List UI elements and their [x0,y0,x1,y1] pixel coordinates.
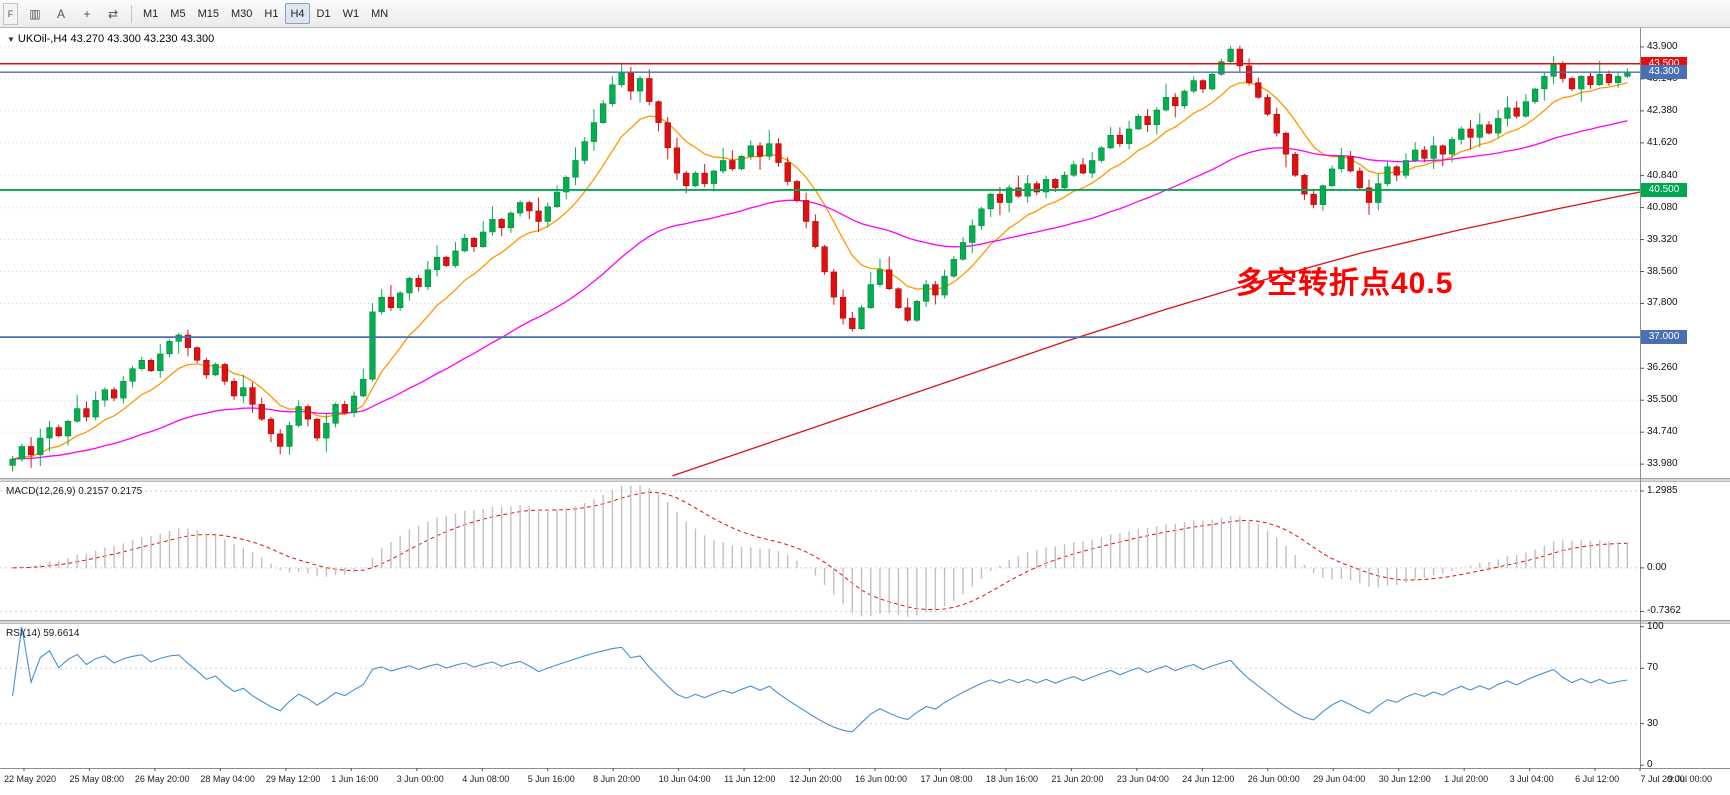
timeframe-button-m1[interactable]: M1 [143,7,159,20]
price-axis[interactable] [1641,28,1729,768]
pane-separator[interactable] [0,478,1730,482]
horizontal-levels [0,62,1640,339]
window-tab[interactable]: F [3,2,18,25]
rsi-pane [0,626,1644,766]
macd-signal-line [12,491,1628,611]
timeframe-button-m15[interactable]: M15 [197,7,219,20]
price-grid [0,46,1644,465]
ma-line-fast [12,82,1628,460]
rsi-line [12,626,1628,733]
timeframe-cycle-icon[interactable]: ⇄ [107,6,119,21]
macd-histogram [21,485,1629,617]
timeframe-button-h4[interactable]: H4 [285,3,310,24]
ma-line-slow [672,191,1641,477]
timeframe-button-m5[interactable]: M5 [170,7,186,20]
timeframe-button-d1[interactable]: D1 [316,7,331,20]
time-axis[interactable] [0,768,1730,795]
macd-pane [0,490,1644,612]
chart-type-icon[interactable]: ▥ [29,6,41,21]
ma-line-medium [12,120,1628,460]
timeframe-button-w1[interactable]: W1 [342,7,360,20]
crosshair-icon[interactable]: + [83,6,91,21]
auto-scroll-button[interactable]: A [56,6,65,21]
timeframe-button-h1[interactable]: H1 [264,7,279,20]
timeframe-button-mn[interactable]: MN [371,7,389,20]
pane-separator[interactable] [0,620,1730,624]
moving-averages [12,82,1641,477]
candles [9,45,1631,472]
toolbar-separator [131,4,132,23]
toolbar: F ▥ A + ⇄ M1 M5 M15 M30 H1 H4 D1 W1 MN [0,0,1730,28]
timeframe-button-m30[interactable]: M30 [230,7,253,20]
